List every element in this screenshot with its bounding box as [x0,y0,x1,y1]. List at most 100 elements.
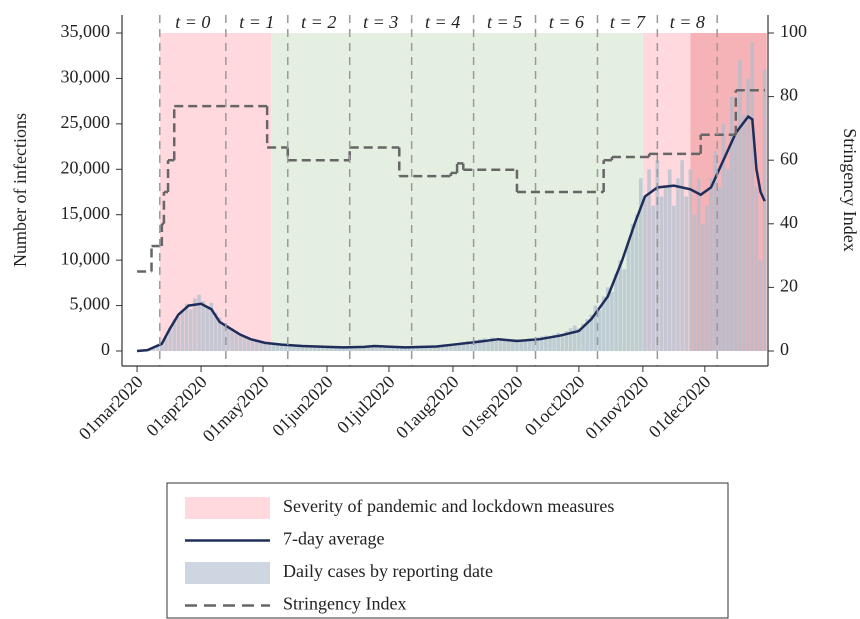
daily-cases-bar [288,345,292,352]
daily-cases-bar [221,323,226,352]
daily-cases-bar [643,196,647,352]
daily-cases-bar [738,60,742,352]
period-label: t = 5 [487,12,522,32]
legend-label: Stringency Index [283,594,406,614]
x-tick-label: 01may2020 [199,372,273,446]
daily-cases-bar [713,151,717,352]
daily-cases-bar [362,346,366,352]
daily-cases-bar [378,347,383,352]
y-tick-label: 35,000 [61,21,111,41]
legend-label: Severity of pandemic and lockdown measur… [283,496,614,516]
daily-cases-bar [337,347,342,352]
x-tick-label: 01sep2020 [457,372,526,441]
daily-cases-bar [416,347,420,352]
daily-cases-bar [469,341,474,352]
daily-cases-bar [742,114,746,352]
daily-cases-bar [160,341,164,352]
legend-swatch [185,562,270,584]
daily-cases-bar [292,345,296,352]
daily-cases-bar [172,319,177,352]
daily-cases-bar [395,347,400,352]
daily-cases-bar [539,336,544,352]
daily-cases-bar [527,338,532,352]
daily-cases-bar [201,301,205,352]
daily-cases-bar [341,347,346,352]
daily-cases-bar [486,340,490,352]
y-axis-title: Number of infections [10,113,30,267]
y-tick-label: 25,000 [61,112,111,132]
daily-cases-bar [333,347,338,352]
daily-cases-bar [535,337,540,352]
daily-cases-bar [205,307,210,352]
daily-cases-bar [259,341,263,352]
daily-cases-bar [581,323,585,352]
daily-cases-bar [477,339,482,352]
y-tick-label: 15,000 [61,203,111,223]
daily-cases-bar [407,347,412,352]
daily-cases-bar [391,347,395,352]
daily-cases-bar [523,340,528,352]
daily-cases-bar [651,205,656,352]
daily-cases-bar [444,344,449,352]
daily-cases-bar [667,169,672,352]
daily-cases-bar [725,169,730,352]
daily-cases-bar [374,346,379,352]
daily-cases-bar [304,346,309,352]
daily-cases-bar [180,310,185,352]
daily-cases-bar [746,78,750,352]
daily-cases-bar [585,319,589,352]
daily-cases-bar [572,325,577,352]
shaded-region [159,32,272,352]
daily-cases-bar [217,317,222,352]
daily-cases-bar [155,344,160,352]
daily-cases-bar [238,334,243,352]
daily-cases-bar [411,347,416,352]
daily-cases-bar [321,346,325,352]
daily-cases-bar [672,205,676,352]
daily-cases-bar [164,337,168,352]
x-tick-label: 01mar2020 [75,372,147,444]
daily-cases-bar [461,341,466,352]
daily-cases-bar [457,342,461,352]
period-label: t = 6 [549,12,584,32]
daily-cases-bar [568,328,573,352]
daily-cases-bar [618,260,622,352]
daily-cases-bar [552,334,556,352]
daily-cases-bar [729,96,734,352]
daily-cases-bar [271,343,276,352]
daily-cases-bar [688,169,693,352]
daily-cases-bar [634,214,639,352]
x-tick-label: 01nov2020 [581,372,652,443]
daily-cases-bar [482,338,486,352]
daily-cases-bar [436,345,441,352]
daily-cases-bar [279,344,284,352]
daily-cases-bar [354,346,358,352]
daily-cases-bar [399,347,404,352]
y2-axis-title: Stringency Index [840,128,860,251]
daily-cases-bar [226,325,230,352]
daily-cases-bar [494,339,499,352]
daily-cases-bar [750,42,755,352]
x-tick-label: 01aug2020 [392,372,463,443]
daily-cases-bar [329,347,333,352]
daily-cases-bar [366,345,371,352]
daily-cases-bar [630,223,635,352]
daily-cases-bar [544,335,548,352]
daily-cases-bar [345,347,350,352]
daily-cases-bar [283,344,288,352]
daily-cases-bar [593,305,598,352]
x-tick-label: 01oct2020 [521,372,589,440]
average-line [136,114,766,353]
daily-cases-bar [193,298,197,352]
daily-cases-bar [312,346,317,352]
legend-label: Daily cases by reporting date [283,561,493,581]
y2-tick-label: 60 [780,148,798,168]
daily-cases-bar [626,241,631,352]
daily-cases-bar [420,346,424,352]
daily-cases-bar [209,302,214,352]
daily-cases-bar [255,341,259,352]
y2-tick-label: 80 [780,85,798,105]
daily-cases-bar [531,339,536,352]
daily-cases-bar [197,294,201,352]
daily-cases-bar [325,347,329,352]
